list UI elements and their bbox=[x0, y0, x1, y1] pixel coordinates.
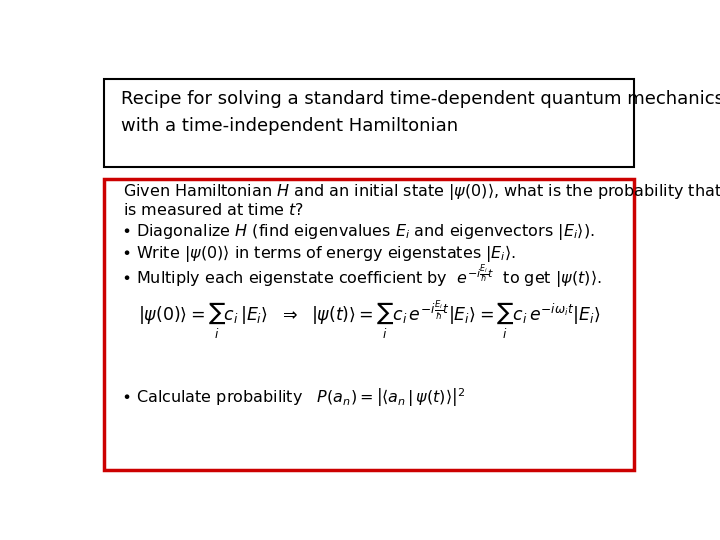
Text: $\bullet$ Diagonalize $\mathit{H}$ (find eigenvalues $E_i$ and eigenvectors $|E_: $\bullet$ Diagonalize $\mathit{H}$ (find… bbox=[121, 221, 594, 241]
Text: Given Hamiltonian $\mathit{H}$ and an initial state $|\psi(0)\rangle$, what is t: Given Hamiltonian $\mathit{H}$ and an in… bbox=[124, 181, 720, 202]
Text: $|\psi(0)\rangle = \sum_i c_i\,|E_i\rangle$  $\Rightarrow$  $|\psi(t)\rangle = \: $|\psi(0)\rangle = \sum_i c_i\,|E_i\rang… bbox=[138, 299, 600, 342]
Text: $\bullet$ Calculate probability   $P(a_n) = \left|\langle a_n\,|\,\psi(t)\rangle: $\bullet$ Calculate probability $P(a_n) … bbox=[121, 386, 465, 409]
FancyBboxPatch shape bbox=[104, 179, 634, 470]
FancyBboxPatch shape bbox=[104, 79, 634, 167]
Text: Recipe for solving a standard time-dependent quantum mechanics problem
with a ti: Recipe for solving a standard time-depen… bbox=[121, 90, 720, 135]
Text: $\bullet$ Multiply each eigenstate coefficient by  $e^{-i\frac{E_i}{\hbar}t}$  t: $\bullet$ Multiply each eigenstate coeff… bbox=[121, 262, 601, 291]
Text: $\bullet$ Write $|\psi(0)\rangle$ in terms of energy eigenstates $|E_i\rangle$.: $\bullet$ Write $|\psi(0)\rangle$ in ter… bbox=[121, 244, 516, 265]
Text: is measured at time $\mathit{t}$?: is measured at time $\mathit{t}$? bbox=[124, 202, 305, 218]
